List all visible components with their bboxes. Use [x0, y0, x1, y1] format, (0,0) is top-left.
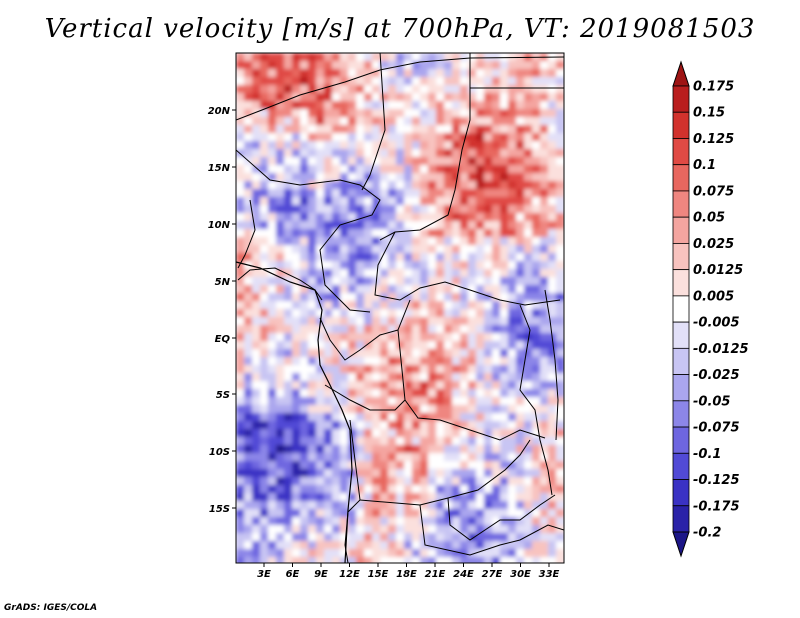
lat-label: 10N	[208, 220, 231, 231]
lon-label: 9E	[314, 569, 328, 580]
colorbar-bin	[672, 85, 690, 113]
colorbar-bin	[672, 243, 690, 271]
lon-label: 12E	[339, 569, 360, 580]
colorbar-bin	[672, 400, 690, 428]
colorbar: 0.175 0.15 0.125 0.1 0.075 0.05 0.025 0.0125 0.0…	[672, 60, 749, 558]
colorbar-label: 0.0125	[693, 263, 743, 278]
lon-label: 3E	[257, 569, 271, 580]
colorbar-label: -0.175	[693, 499, 740, 514]
lat-label: 15N	[208, 163, 231, 174]
colorbar-label: 0.175	[693, 80, 734, 95]
colorbar-bin	[672, 452, 690, 480]
lon-label: 6E	[286, 569, 300, 580]
lon-label: 15E	[368, 569, 389, 580]
lat-label: EQ	[215, 334, 231, 345]
colorbar-bin	[672, 111, 690, 139]
colorbar-label: 0.15	[693, 106, 725, 121]
colorbar-bin	[672, 347, 690, 375]
coastline	[235, 261, 353, 564]
lon-label: 30E	[510, 569, 531, 580]
lat-label: 15S	[209, 504, 230, 515]
grads-credit: GrADS: IGES/COLA	[4, 603, 98, 613]
colorbar-label: -0.05	[693, 394, 730, 409]
colorbar-label: -0.125	[693, 473, 740, 488]
lon-label: 27E	[482, 569, 503, 580]
map-frame	[235, 52, 565, 564]
lon-label: 33E	[539, 569, 560, 580]
longitude-axis: 3E 6E 9E 12E 15E 18E 21E 24E 27E 30E 33E	[257, 563, 560, 580]
lon-label: 21E	[425, 569, 446, 580]
colorbar-label: 0.05	[693, 211, 725, 226]
colorbar-bin	[672, 269, 690, 297]
colorbar-label: 0.125	[693, 132, 734, 147]
colorbar-bin	[672, 216, 690, 244]
map-title: Vertical velocity [m/s] at 700hPa, VT: 2…	[44, 14, 756, 44]
lon-label: 24E	[453, 569, 474, 580]
colorbar-arrow-top	[672, 60, 690, 87]
colorbar-label: -0.1	[693, 447, 721, 462]
colorbar-bin	[672, 321, 690, 349]
colorbar-bin	[672, 426, 690, 454]
colorbar-label: -0.0125	[693, 342, 749, 357]
latitude-axis: 20N 15N 10N 5N EQ 5S 10S 15S	[208, 106, 236, 515]
colorbar-bin	[672, 190, 690, 218]
colorbar-label: -0.2	[693, 526, 721, 541]
colorbar-bin	[672, 138, 690, 166]
colorbar-label: 0.025	[693, 237, 734, 252]
field-plot	[236, 53, 564, 563]
colorbar-label: -0.025	[693, 368, 740, 383]
colorbar-label: -0.075	[693, 421, 740, 436]
lat-label: 5S	[216, 390, 230, 401]
country-borders	[236, 53, 564, 563]
colorbar-label: -0.005	[693, 316, 740, 331]
colorbar-bin	[672, 295, 690, 323]
colorbar-bin	[672, 164, 690, 192]
colorbar-label: 0.1	[693, 158, 716, 173]
lat-label: 20N	[208, 106, 231, 117]
colorbar-bin	[672, 479, 690, 507]
colorbar-label: 0.005	[693, 289, 734, 304]
colorbar-bin	[672, 374, 690, 402]
lat-label: 5N	[215, 277, 231, 288]
lon-label: 18E	[396, 569, 417, 580]
colorbar-label: 0.075	[693, 184, 734, 199]
colorbar-bin	[672, 505, 690, 533]
lat-label: 10S	[209, 447, 230, 458]
colorbar-arrow-bottom	[672, 531, 690, 558]
